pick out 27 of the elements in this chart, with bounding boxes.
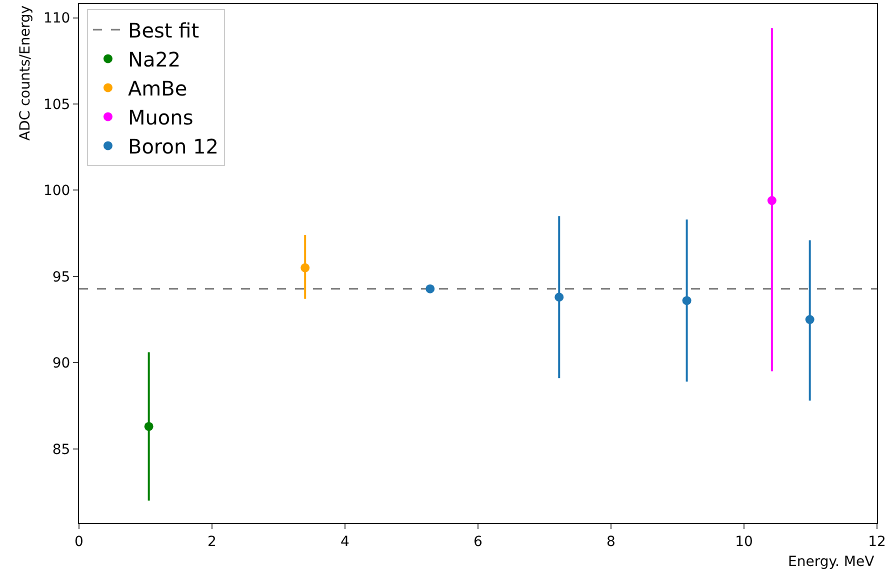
point (554, 292, 564, 302)
x-tick-label: 10 (735, 534, 753, 550)
point (426, 284, 435, 294)
legend-label: Na22 (128, 47, 181, 72)
y-tick-label: 95 (52, 269, 70, 286)
x-tick-label: 0 (74, 534, 84, 550)
y-tick-label: 90 (52, 356, 70, 372)
legend-label: AmBe (128, 76, 188, 100)
x-tick-label: 2 (208, 534, 216, 550)
x-tick-label: 4 (340, 534, 350, 550)
x-axis-title: Energy. MeV (788, 554, 875, 570)
legend-label: Muons (128, 105, 194, 130)
y-tick-label: 100 (43, 183, 70, 200)
y-tick-label: 85 (52, 442, 70, 458)
x-tick-label: 8 (606, 534, 616, 550)
point (682, 296, 692, 306)
y-tick-label: 110 (43, 10, 70, 27)
point (767, 196, 776, 206)
y-tick-label: 105 (43, 96, 70, 113)
point (144, 422, 154, 431)
legend-label: Boron 12 (128, 134, 218, 158)
point (300, 263, 310, 272)
x-tick-label: 12 (868, 534, 886, 550)
y-axis-title: ADC counts/Energy (18, 6, 34, 141)
point (805, 315, 814, 324)
x-tick-label: 6 (474, 534, 483, 550)
legend-label: Best fit (128, 18, 200, 42)
